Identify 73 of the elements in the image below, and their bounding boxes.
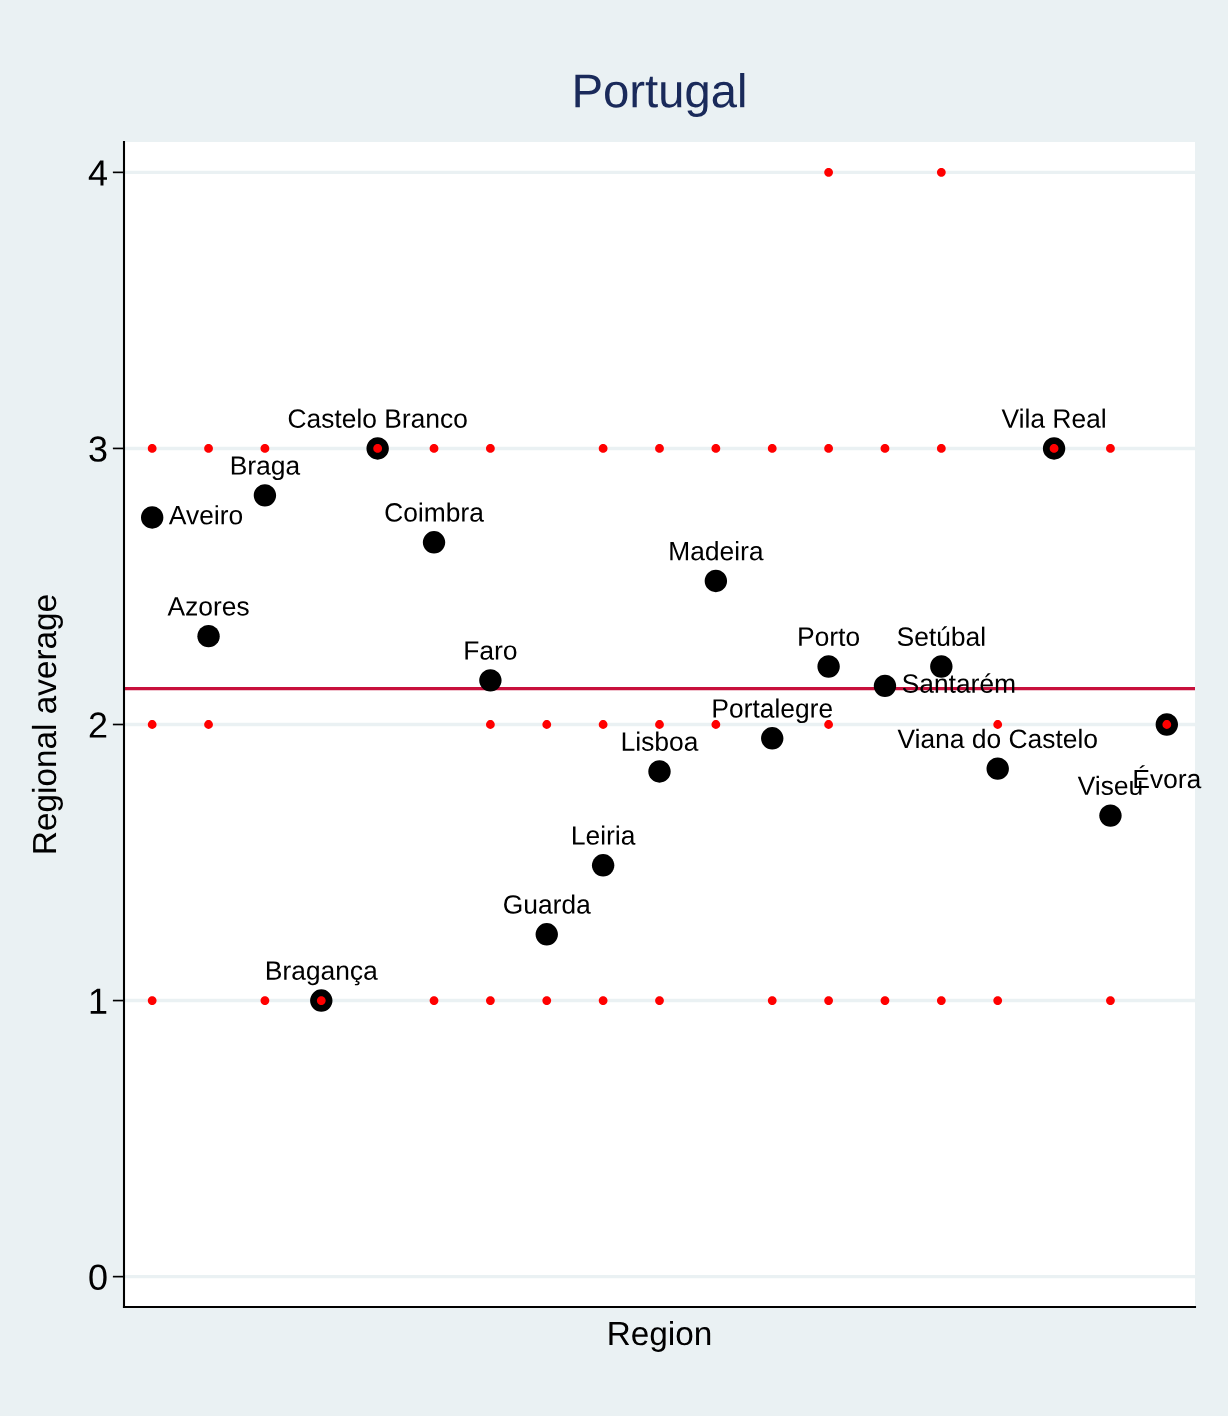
chart-title: Portugal — [575, 72, 745, 118]
point — [704, 569, 728, 593]
point — [147, 996, 157, 1005]
data-label: Lisboa — [622, 731, 699, 751]
point — [767, 444, 777, 453]
data-label: Setúbal — [897, 626, 985, 647]
data-label: Leiria — [573, 825, 636, 845]
point — [535, 923, 558, 946]
y-tick-label: 3 — [89, 436, 107, 462]
data-label: Castelo Branco — [288, 408, 467, 428]
point — [204, 444, 213, 453]
point — [486, 720, 495, 729]
point — [147, 444, 157, 453]
point — [936, 444, 946, 453]
point — [655, 720, 664, 729]
point — [598, 720, 608, 729]
point — [711, 444, 721, 453]
data-label: Guarda — [504, 894, 591, 914]
point — [761, 727, 784, 750]
x-axis-title: Region — [609, 1320, 711, 1352]
point — [655, 444, 664, 453]
data-label: Viana do Castelo — [897, 728, 1097, 749]
point — [591, 854, 615, 877]
data-label: Portalegre — [713, 698, 832, 724]
point — [429, 444, 439, 453]
point — [824, 996, 833, 1005]
point — [880, 996, 890, 1005]
point — [260, 996, 270, 1005]
point — [422, 531, 446, 554]
data-label: Bragança — [266, 961, 378, 986]
point — [655, 996, 664, 1005]
point — [253, 484, 277, 507]
point — [648, 760, 671, 783]
y-tick-label: 4 — [88, 160, 107, 186]
data-label: Faro — [465, 641, 517, 660]
y-tick-label: 1 — [90, 988, 107, 1014]
point — [1106, 996, 1115, 1005]
point — [824, 167, 833, 177]
point — [936, 996, 946, 1005]
y-tick-label: 2 — [89, 712, 107, 738]
data-label: Vila Real — [1001, 408, 1105, 428]
data-label: Madeira — [670, 541, 764, 561]
y-tick-label: 0 — [89, 1264, 107, 1291]
point — [204, 720, 213, 729]
data-label: Coimbra — [385, 502, 484, 522]
point — [542, 720, 552, 729]
point — [824, 444, 833, 453]
y-axis-title: Regional average — [31, 595, 63, 853]
point — [598, 996, 608, 1005]
point — [598, 444, 608, 453]
data-label: Porto — [799, 627, 860, 647]
point — [429, 996, 439, 1005]
point — [1099, 804, 1122, 827]
point — [986, 757, 1009, 780]
point — [767, 996, 777, 1005]
data-label: Aveiro — [168, 505, 243, 525]
point — [1106, 444, 1115, 453]
point — [479, 669, 502, 692]
point — [197, 624, 220, 648]
data-label: Braga — [231, 456, 301, 481]
point — [993, 720, 1003, 729]
point — [993, 996, 1003, 1005]
point — [260, 444, 270, 453]
point — [936, 167, 946, 177]
point — [140, 506, 164, 529]
point — [542, 996, 552, 1005]
point — [486, 444, 495, 453]
point — [147, 720, 157, 729]
point — [880, 444, 890, 453]
point — [817, 655, 840, 678]
point — [486, 996, 495, 1005]
point — [873, 674, 897, 698]
data-label: Azores — [167, 597, 249, 616]
